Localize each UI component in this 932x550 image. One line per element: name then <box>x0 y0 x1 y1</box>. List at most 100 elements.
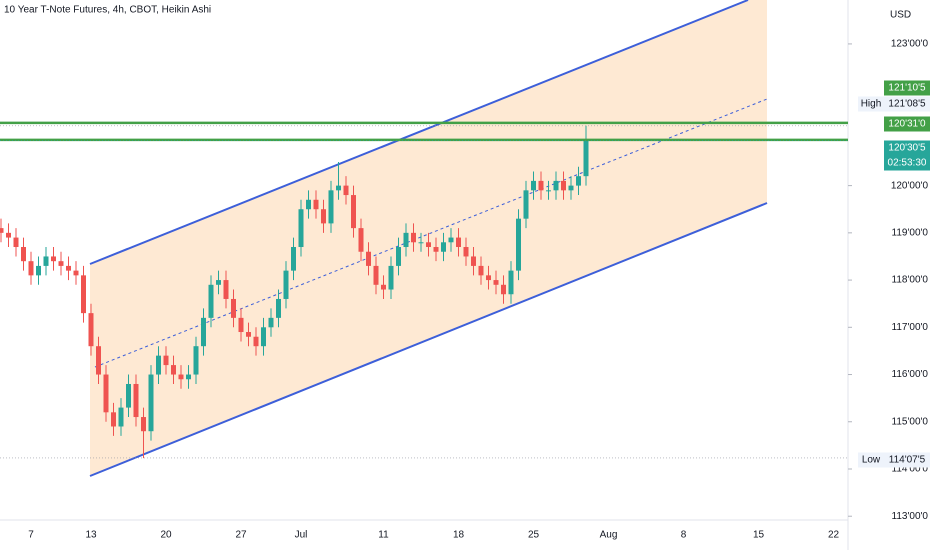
candle-body <box>493 280 499 285</box>
candle-body <box>96 346 101 375</box>
candle-body <box>268 317 274 328</box>
candle-body <box>118 407 124 427</box>
candle-body <box>283 270 289 299</box>
price-tag-label: 121'10'5 <box>888 83 926 94</box>
candle-body <box>156 355 161 375</box>
candle-body <box>381 284 386 290</box>
price-tag-name: High <box>861 99 882 110</box>
candle-body <box>276 298 281 318</box>
price-tag <box>884 140 930 171</box>
candle-body <box>561 180 566 191</box>
x-tick-label: 22 <box>828 530 840 541</box>
price-tag-label: 120'30'5 <box>888 143 926 154</box>
candle-body <box>463 247 469 257</box>
candle-body <box>471 256 476 266</box>
channel-mid <box>94 98 768 368</box>
candle-body <box>531 180 536 191</box>
candle-body <box>21 247 26 262</box>
x-tick-label: 25 <box>528 530 540 541</box>
candle-body <box>73 270 79 276</box>
candle-body <box>261 327 266 347</box>
candle-body <box>178 374 184 380</box>
candle-body <box>321 209 326 224</box>
price-tag-name-bg <box>858 96 884 112</box>
candle-body <box>51 256 56 262</box>
x-tick-label: 18 <box>453 530 465 541</box>
candle-body <box>36 265 41 276</box>
price-tag <box>884 116 930 132</box>
candle-body <box>486 275 491 281</box>
price-tag-name: Low <box>862 455 881 466</box>
candle-body <box>426 242 431 248</box>
price-tag-label: 121'08'5 <box>888 99 926 110</box>
countdown: 02:53:30 <box>888 158 927 169</box>
price-tag-name-bg <box>858 452 884 468</box>
y-tick-label: 113'00'0 <box>892 511 929 522</box>
candle-body <box>418 242 424 244</box>
candle-body <box>88 313 94 347</box>
x-tick-label: 20 <box>160 530 172 541</box>
x-tick-label: 27 <box>235 530 247 541</box>
candle-body <box>478 265 484 276</box>
candle-body <box>523 190 529 219</box>
channel-lower <box>89 202 768 477</box>
x-tick-label: 7 <box>28 530 34 541</box>
x-tick-label: 8 <box>681 530 687 541</box>
x-tick-label: 13 <box>85 530 97 541</box>
candle-body <box>328 190 334 224</box>
candle-body <box>223 280 229 299</box>
y-tick-label: 116'00'0 <box>892 369 929 380</box>
candle-body <box>501 284 506 295</box>
y-tick-label: 123'00'0 <box>891 39 929 50</box>
candle-body <box>433 247 439 252</box>
candle-body <box>388 265 394 290</box>
candle-body <box>553 180 559 191</box>
candle-body <box>358 228 364 252</box>
candle-body <box>306 199 311 210</box>
channel-upper <box>89 0 749 265</box>
candle-body <box>351 195 356 229</box>
x-tick-label: 11 <box>378 530 389 541</box>
candle-body <box>411 232 416 243</box>
candle-body <box>208 284 214 318</box>
candle-body <box>246 332 251 337</box>
candle-body <box>291 247 296 271</box>
candle-body <box>366 251 371 266</box>
candle-body <box>583 140 589 177</box>
candle-body <box>253 336 259 347</box>
candle-body <box>231 298 236 318</box>
candle-body <box>456 237 461 248</box>
x-tick-label: Jul <box>295 530 308 541</box>
candle-body <box>576 176 581 186</box>
candle-body <box>133 383 139 418</box>
price-tag-label: 120'31'0 <box>888 119 926 130</box>
currency: USD <box>890 10 911 21</box>
candle-body <box>216 280 221 285</box>
candle-body <box>546 190 551 192</box>
candle-body <box>6 232 11 238</box>
price-tag-label: 114'07'5 <box>889 455 926 466</box>
candle-body <box>238 317 244 333</box>
candle-body <box>141 417 146 432</box>
y-tick-label: 120'00'0 <box>891 180 929 191</box>
candle-body <box>538 180 544 191</box>
chart-title: 10 Year T-Note Futures, 4h, CBOT, Heikin… <box>4 5 211 16</box>
candle-body <box>343 185 349 196</box>
candle-body <box>28 261 34 276</box>
candle-body <box>163 355 169 366</box>
y-tick-label: 118'00'0 <box>892 275 929 286</box>
candle-body <box>193 346 199 375</box>
candle-body <box>126 383 131 408</box>
candle-body <box>148 374 154 432</box>
candle-body <box>373 265 379 285</box>
candle-body <box>43 256 49 266</box>
candle-body <box>403 232 409 248</box>
candle-body <box>103 374 109 413</box>
x-tick-label: 15 <box>753 530 765 541</box>
candle-body <box>13 237 19 248</box>
price-tag <box>884 80 930 96</box>
candle-body <box>568 185 574 191</box>
x-tick-label: Aug <box>600 530 618 541</box>
price-tag <box>884 96 930 112</box>
candle-body <box>441 242 446 252</box>
